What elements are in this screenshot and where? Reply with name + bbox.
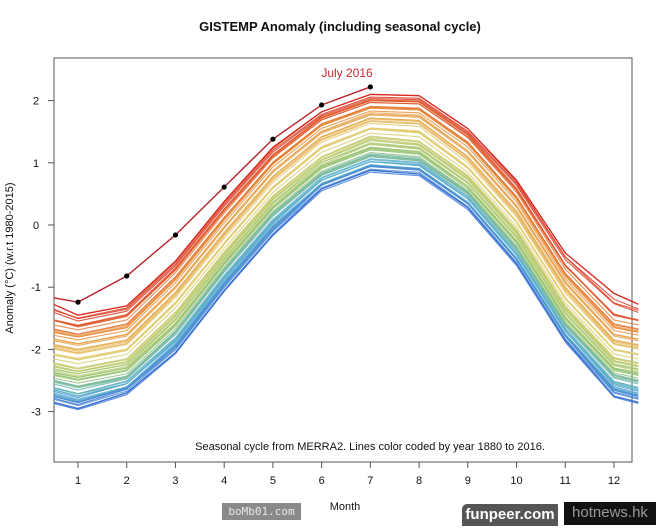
chart-title: GISTEMP Anomaly (including seasonal cycl… xyxy=(199,19,481,34)
x-tick-label: 6 xyxy=(319,475,325,487)
series-line-2010s xyxy=(53,99,639,327)
x-tick-label: 4 xyxy=(221,475,227,487)
series-line xyxy=(53,113,639,345)
y-tick-label: 2 xyxy=(33,96,39,108)
y-tick-label: 0 xyxy=(33,220,39,232)
series-line-1900s xyxy=(53,160,639,397)
series-line xyxy=(53,156,639,389)
point-2016-month-4 xyxy=(221,184,227,190)
series-line xyxy=(53,96,639,320)
series-line-early-cool xyxy=(53,165,639,403)
point-2016-month-2 xyxy=(124,273,130,279)
watermark-bomb01: boMb01.com xyxy=(222,503,301,520)
series-line xyxy=(53,136,639,370)
watermark-hotnews: hotnews.hk xyxy=(564,502,656,525)
x-axis-label: Month xyxy=(330,501,361,513)
x-tick-label: 5 xyxy=(270,475,276,487)
x-tick-label: 12 xyxy=(608,475,620,487)
series-line xyxy=(53,110,639,341)
point-2016-month-3 xyxy=(172,232,179,238)
series-line xyxy=(53,132,639,365)
series-line xyxy=(53,120,639,354)
plot-frame xyxy=(53,57,633,463)
series-line-1980s xyxy=(53,127,639,360)
x-tick-label: 1 xyxy=(75,475,81,487)
point-2016-month-5 xyxy=(270,136,276,142)
x-tick-label: 11 xyxy=(560,475,571,487)
series-line xyxy=(53,159,639,395)
series-line-1940s xyxy=(53,146,639,379)
x-tick-label: 2 xyxy=(124,475,130,487)
y-tick-label: -2 xyxy=(31,344,41,356)
y-axis: -3 -2 -1 0 1 2 xyxy=(31,96,54,419)
series-line xyxy=(53,114,639,346)
x-axis: 1 2 3 4 5 6 7 8 9 10 11 12 xyxy=(75,462,620,487)
series-line-1990s xyxy=(53,117,639,351)
series-line xyxy=(53,142,639,375)
x-tick-label: 9 xyxy=(465,475,471,487)
watermark-funpeer: funpeer.com xyxy=(462,504,558,526)
series-line xyxy=(53,122,639,355)
series-line xyxy=(53,148,639,381)
annotation: Seasonal cycle from MERRA2. Lines color … xyxy=(195,441,545,453)
highlight-label: July 2016 xyxy=(321,66,373,80)
x-tick-label: 3 xyxy=(172,475,178,487)
series-line-1880s-coolest- xyxy=(53,169,639,410)
series-line xyxy=(53,161,639,395)
series-line xyxy=(53,164,639,400)
point-2016-month-7 xyxy=(367,84,373,90)
y-tick-label: -3 xyxy=(31,407,41,419)
series-line xyxy=(53,97,639,322)
y-axis-label: Anomaly (°C) (w.r.t 1980-2015) xyxy=(4,182,16,333)
y-tick-label: -1 xyxy=(31,282,41,294)
point-2016-month-6 xyxy=(319,102,325,108)
point-2016-month-1 xyxy=(75,299,81,305)
series-line-2016 xyxy=(53,86,371,303)
x-tick-label: 7 xyxy=(367,475,373,487)
series-line xyxy=(53,153,639,387)
x-tick-label: 10 xyxy=(510,475,522,487)
series-line-1920s xyxy=(53,154,639,388)
series-line xyxy=(53,106,639,335)
series-line xyxy=(53,151,639,384)
series-lines xyxy=(53,84,639,411)
series-line-2015 xyxy=(53,93,639,316)
y-tick-label: 1 xyxy=(33,158,39,170)
series-line-2000s xyxy=(53,107,639,338)
series-line xyxy=(53,143,639,377)
series-line xyxy=(53,171,639,411)
series-line-1960s xyxy=(53,138,639,372)
x-tick-label: 8 xyxy=(416,475,422,487)
